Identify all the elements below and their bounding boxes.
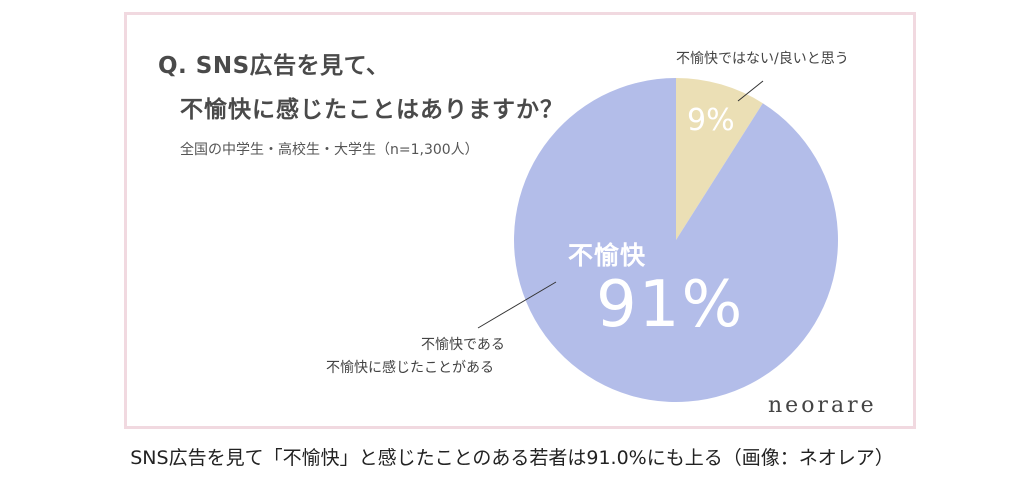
leader-line-main [477,281,557,329]
slice-value-main: 91% [596,268,745,342]
pie-slice-other [676,78,763,240]
leader-line-other [737,80,764,102]
pie-slice-main [514,78,838,402]
chart-subtitle: 全国の中学生・高校生・大学生（n=1,300人） [180,142,479,158]
chart-title-line-1: Q. SNS広告を見て、 [158,53,390,79]
chart-title-line-2: 不愉快に感じたことはありますか？ [180,97,564,123]
slice-category-main: 不愉快 [568,241,647,270]
slice-label-main-line-2: 不愉快に感じたことがある [326,360,494,376]
slice-label-other: 不愉快ではない/良いと思う [676,51,849,67]
slice-label-main-line-1: 不愉快である [421,337,505,353]
image-caption: SNS広告を見て「不愉快」と感じたことのある若者は91.0%にも上る（画像：ネオ… [130,447,894,469]
neorare-logo: neorare [768,393,877,418]
slice-value-other: 9% [687,103,735,138]
